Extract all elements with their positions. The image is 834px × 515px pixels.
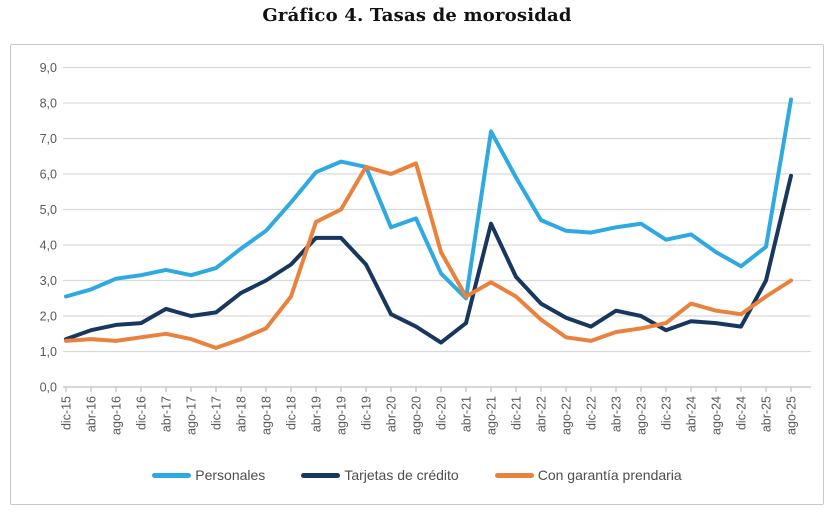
y-axis-tick-label: 4,0 xyxy=(40,238,57,252)
x-axis-tick-label: abr-19 xyxy=(310,396,324,432)
x-axis-tick-label: dic-18 xyxy=(285,396,299,430)
legend-label-tarjetas: Tarjetas de crédito xyxy=(344,467,459,483)
chart-title: Gráfico 4. Tasas de morosidad xyxy=(262,5,572,26)
x-axis-tick-label: dic-23 xyxy=(660,396,674,430)
x-axis-tick-label: abr-18 xyxy=(235,396,249,432)
legend-label-prendaria: Con garantía prendaria xyxy=(537,467,682,483)
x-axis-tick-label: ago-22 xyxy=(560,396,574,435)
x-axis-tick-label: dic-24 xyxy=(735,396,749,430)
x-axis-tick-label: abr-25 xyxy=(760,396,774,432)
x-axis-tick-label: dic-21 xyxy=(510,396,524,430)
legend-swatch-personales xyxy=(152,472,192,478)
x-axis-tick-label: ago-17 xyxy=(185,396,199,435)
chart-legend: Personales Tarjetas de crédito Con garan… xyxy=(11,465,823,485)
x-axis-tick-label: abr-16 xyxy=(85,396,99,432)
legend-item-prendaria: Con garantía prendaria xyxy=(494,465,682,485)
x-axis-tick-label: ago-21 xyxy=(485,396,499,435)
series-line-con-garant-a-prendaria xyxy=(64,161,793,350)
chart-container: 0,0 1,0 2,0 3,0 4,0 5,0 6,0 7,0 8,0 9,0 dic-15 abr-… xyxy=(10,44,824,505)
x-axis-tick-label: ago-19 xyxy=(335,396,349,435)
delinquency-line-chart: 0,0 1,0 2,0 3,0 4,0 5,0 6,0 7,0 8,0 9,0 dic-15 abr-… xyxy=(40,61,811,435)
x-axis-tick-label: dic-19 xyxy=(360,396,374,430)
x-axis-tick-label: ago-24 xyxy=(710,396,724,435)
y-axis-tick-label: 3,0 xyxy=(40,274,57,288)
x-axis-tick-label: abr-23 xyxy=(610,396,624,432)
x-axis-tick-label: ago-25 xyxy=(785,396,799,435)
y-axis-tick-label: 0,0 xyxy=(40,380,57,394)
x-axis-tick-label: dic-22 xyxy=(585,396,599,430)
legend-label-personales: Personales xyxy=(195,467,266,483)
x-axis-tick-label: abr-22 xyxy=(535,396,549,432)
x-axis-tick-label: dic-17 xyxy=(210,396,224,430)
x-axis-tick-label: abr-20 xyxy=(385,396,399,432)
x-axis-tick-label: ago-18 xyxy=(260,396,274,435)
y-axis-tick-label: 9,0 xyxy=(40,61,57,75)
series-line-tarjetas-de-cr-dito xyxy=(64,173,793,345)
x-axis-tick-label: dic-16 xyxy=(135,396,149,430)
y-axis-tick-label: 5,0 xyxy=(40,203,57,217)
x-axis-tick-label: ago-16 xyxy=(110,396,124,435)
y-axis-tick-label: 8,0 xyxy=(40,96,57,110)
y-axis-tick-label: 2,0 xyxy=(40,309,57,323)
x-axis-tick-label: abr-17 xyxy=(160,396,174,432)
x-axis-tick-label: dic-20 xyxy=(435,396,449,430)
legend-item-tarjetas: Tarjetas de crédito xyxy=(301,465,459,485)
x-axis-tick-label: abr-24 xyxy=(685,396,699,432)
x-axis-tick-label: abr-21 xyxy=(460,396,474,432)
x-axis-tick-label: ago-23 xyxy=(635,396,649,435)
y-axis-tick-label: 1,0 xyxy=(40,345,57,359)
x-axis-tick-label: ago-20 xyxy=(410,396,424,435)
x-axis-tick-label: dic-15 xyxy=(60,396,74,430)
legend-item-personales: Personales xyxy=(152,465,265,485)
legend-swatch-prendaria xyxy=(494,472,534,478)
legend-swatch-tarjetas xyxy=(301,472,341,478)
y-axis-tick-label: 6,0 xyxy=(40,167,57,181)
series-line-personales xyxy=(64,97,793,301)
y-axis-tick-label: 7,0 xyxy=(40,132,57,146)
